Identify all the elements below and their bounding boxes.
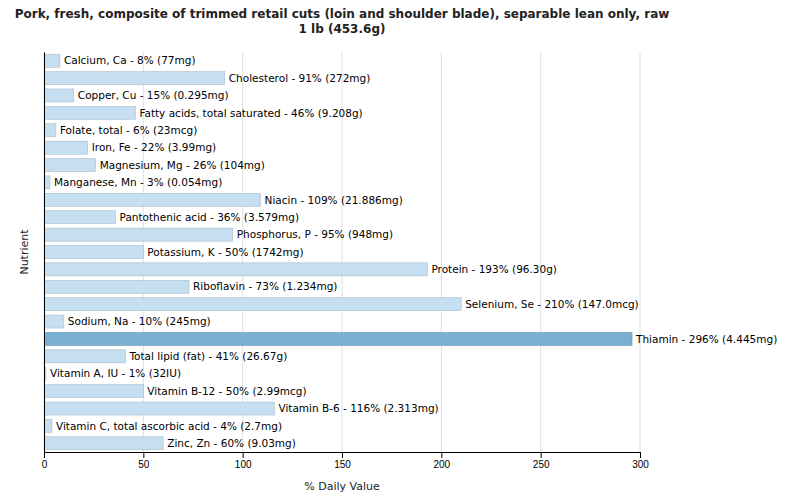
bar xyxy=(44,228,233,241)
bar-label: Sodium, Na - 10% (245mg) xyxy=(68,315,211,327)
bar xyxy=(44,193,261,206)
bar-label: Zinc, Zn - 60% (9.03mg) xyxy=(167,437,296,449)
bar-label: Thiamin - 296% (4.445mg) xyxy=(635,333,777,345)
bar-labels: Calcium, Ca - 8% (77mg) Cholesterol - 91%… xyxy=(50,54,777,449)
x-tick: 150 xyxy=(334,452,351,470)
x-tick-label: 50 xyxy=(138,459,150,470)
bar-label: Total lipid (fat) - 41% (26.67g) xyxy=(128,350,287,362)
x-tick-mark xyxy=(342,452,343,458)
bar-label: Phosphorus, P - 95% (948mg) xyxy=(237,228,393,240)
x-tick-label: 300 xyxy=(632,459,649,470)
x-tick: 100 xyxy=(235,452,252,470)
bar-label: Cholesterol - 91% (272mg) xyxy=(229,72,371,84)
bar-label: Copper, Cu - 15% (0.295mg) xyxy=(78,89,229,101)
bar-label: Fatty acids, total saturated - 46% (9.20… xyxy=(139,107,362,119)
x-tick-mark xyxy=(441,452,442,458)
bar xyxy=(44,280,189,293)
bar xyxy=(44,245,143,258)
bar xyxy=(44,106,135,119)
bar xyxy=(44,332,632,345)
bar xyxy=(44,437,163,450)
bar xyxy=(44,263,427,276)
bar-label: Selenium, Se - 210% (147.0mcg) xyxy=(465,298,639,310)
bar xyxy=(44,298,461,311)
bar-label: Vitamin C, total ascorbic acid - 4% (2.7… xyxy=(56,420,282,432)
x-tick-label: 150 xyxy=(334,459,351,470)
bar-label: Calcium, Ca - 8% (77mg) xyxy=(64,54,196,66)
x-tick: 200 xyxy=(433,452,450,470)
bar xyxy=(44,89,74,102)
grid xyxy=(44,52,640,452)
bar-label: Riboflavin - 73% (1.234mg) xyxy=(193,280,337,292)
bar xyxy=(44,141,88,154)
bar xyxy=(44,402,274,415)
bars xyxy=(44,54,632,450)
bar-label: Magnesium, Mg - 26% (104mg) xyxy=(100,159,265,171)
x-tick-mark xyxy=(243,452,244,458)
grid-line xyxy=(640,52,641,452)
x-tick: 250 xyxy=(533,452,550,470)
grid-line xyxy=(44,52,45,452)
bar-label: Folate, total - 6% (23mcg) xyxy=(60,124,197,136)
chart: Pork, fresh, composite of trimmed retail… xyxy=(0,0,800,500)
bar xyxy=(44,350,125,363)
bar xyxy=(44,211,116,224)
bar-label: Vitamin A, IU - 1% (32IU) xyxy=(50,367,181,379)
x-tick-mark xyxy=(143,452,144,458)
x-tick-label: 200 xyxy=(433,459,450,470)
x-tick-label: 0 xyxy=(42,459,48,470)
bar xyxy=(44,315,64,328)
bar xyxy=(44,72,225,85)
bar xyxy=(44,54,60,67)
x-tick-label: 250 xyxy=(533,459,550,470)
bar-label: Vitamin B-6 - 116% (2.313mg) xyxy=(278,402,438,414)
x-tick: 300 xyxy=(632,452,649,470)
bar-label: Niacin - 109% (21.886mg) xyxy=(265,194,403,206)
bar xyxy=(44,385,143,398)
x-tick: 50 xyxy=(138,452,150,470)
x-tick-mark xyxy=(640,452,641,458)
bar-label: Pantothenic acid - 36% (3.579mg) xyxy=(120,211,299,223)
y-axis-line xyxy=(44,53,45,453)
bar-label: Protein - 193% (96.30g) xyxy=(431,263,557,275)
bar-label: Vitamin B-12 - 50% (2.99mcg) xyxy=(147,385,306,397)
bar-label: Potassium, K - 50% (1742mg) xyxy=(147,246,303,258)
x-tick-mark xyxy=(44,452,45,458)
x-tick-mark xyxy=(541,452,542,458)
grid-line xyxy=(441,52,442,452)
grid-line xyxy=(540,52,541,452)
y-axis-title: Nutrient xyxy=(18,229,31,275)
bar-label: Iron, Fe - 22% (3.99mg) xyxy=(92,141,216,153)
y-axis xyxy=(44,53,45,453)
bar xyxy=(44,419,52,432)
bar xyxy=(44,124,56,137)
title: Pork, fresh, composite of trimmed retail… xyxy=(15,7,670,36)
plot: Calcium, Ca - 8% (77mg) Cholesterol - 91%… xyxy=(42,52,778,470)
bar xyxy=(44,159,96,172)
x-axis: 0 50 100 150 200 250 300 xyxy=(42,452,650,470)
x-tick: 0 xyxy=(42,452,48,470)
x-tick-label: 100 xyxy=(235,459,252,470)
x-axis-title: % Daily Value xyxy=(304,480,380,493)
bar-label: Manganese, Mn - 3% (0.054mg) xyxy=(54,176,222,188)
